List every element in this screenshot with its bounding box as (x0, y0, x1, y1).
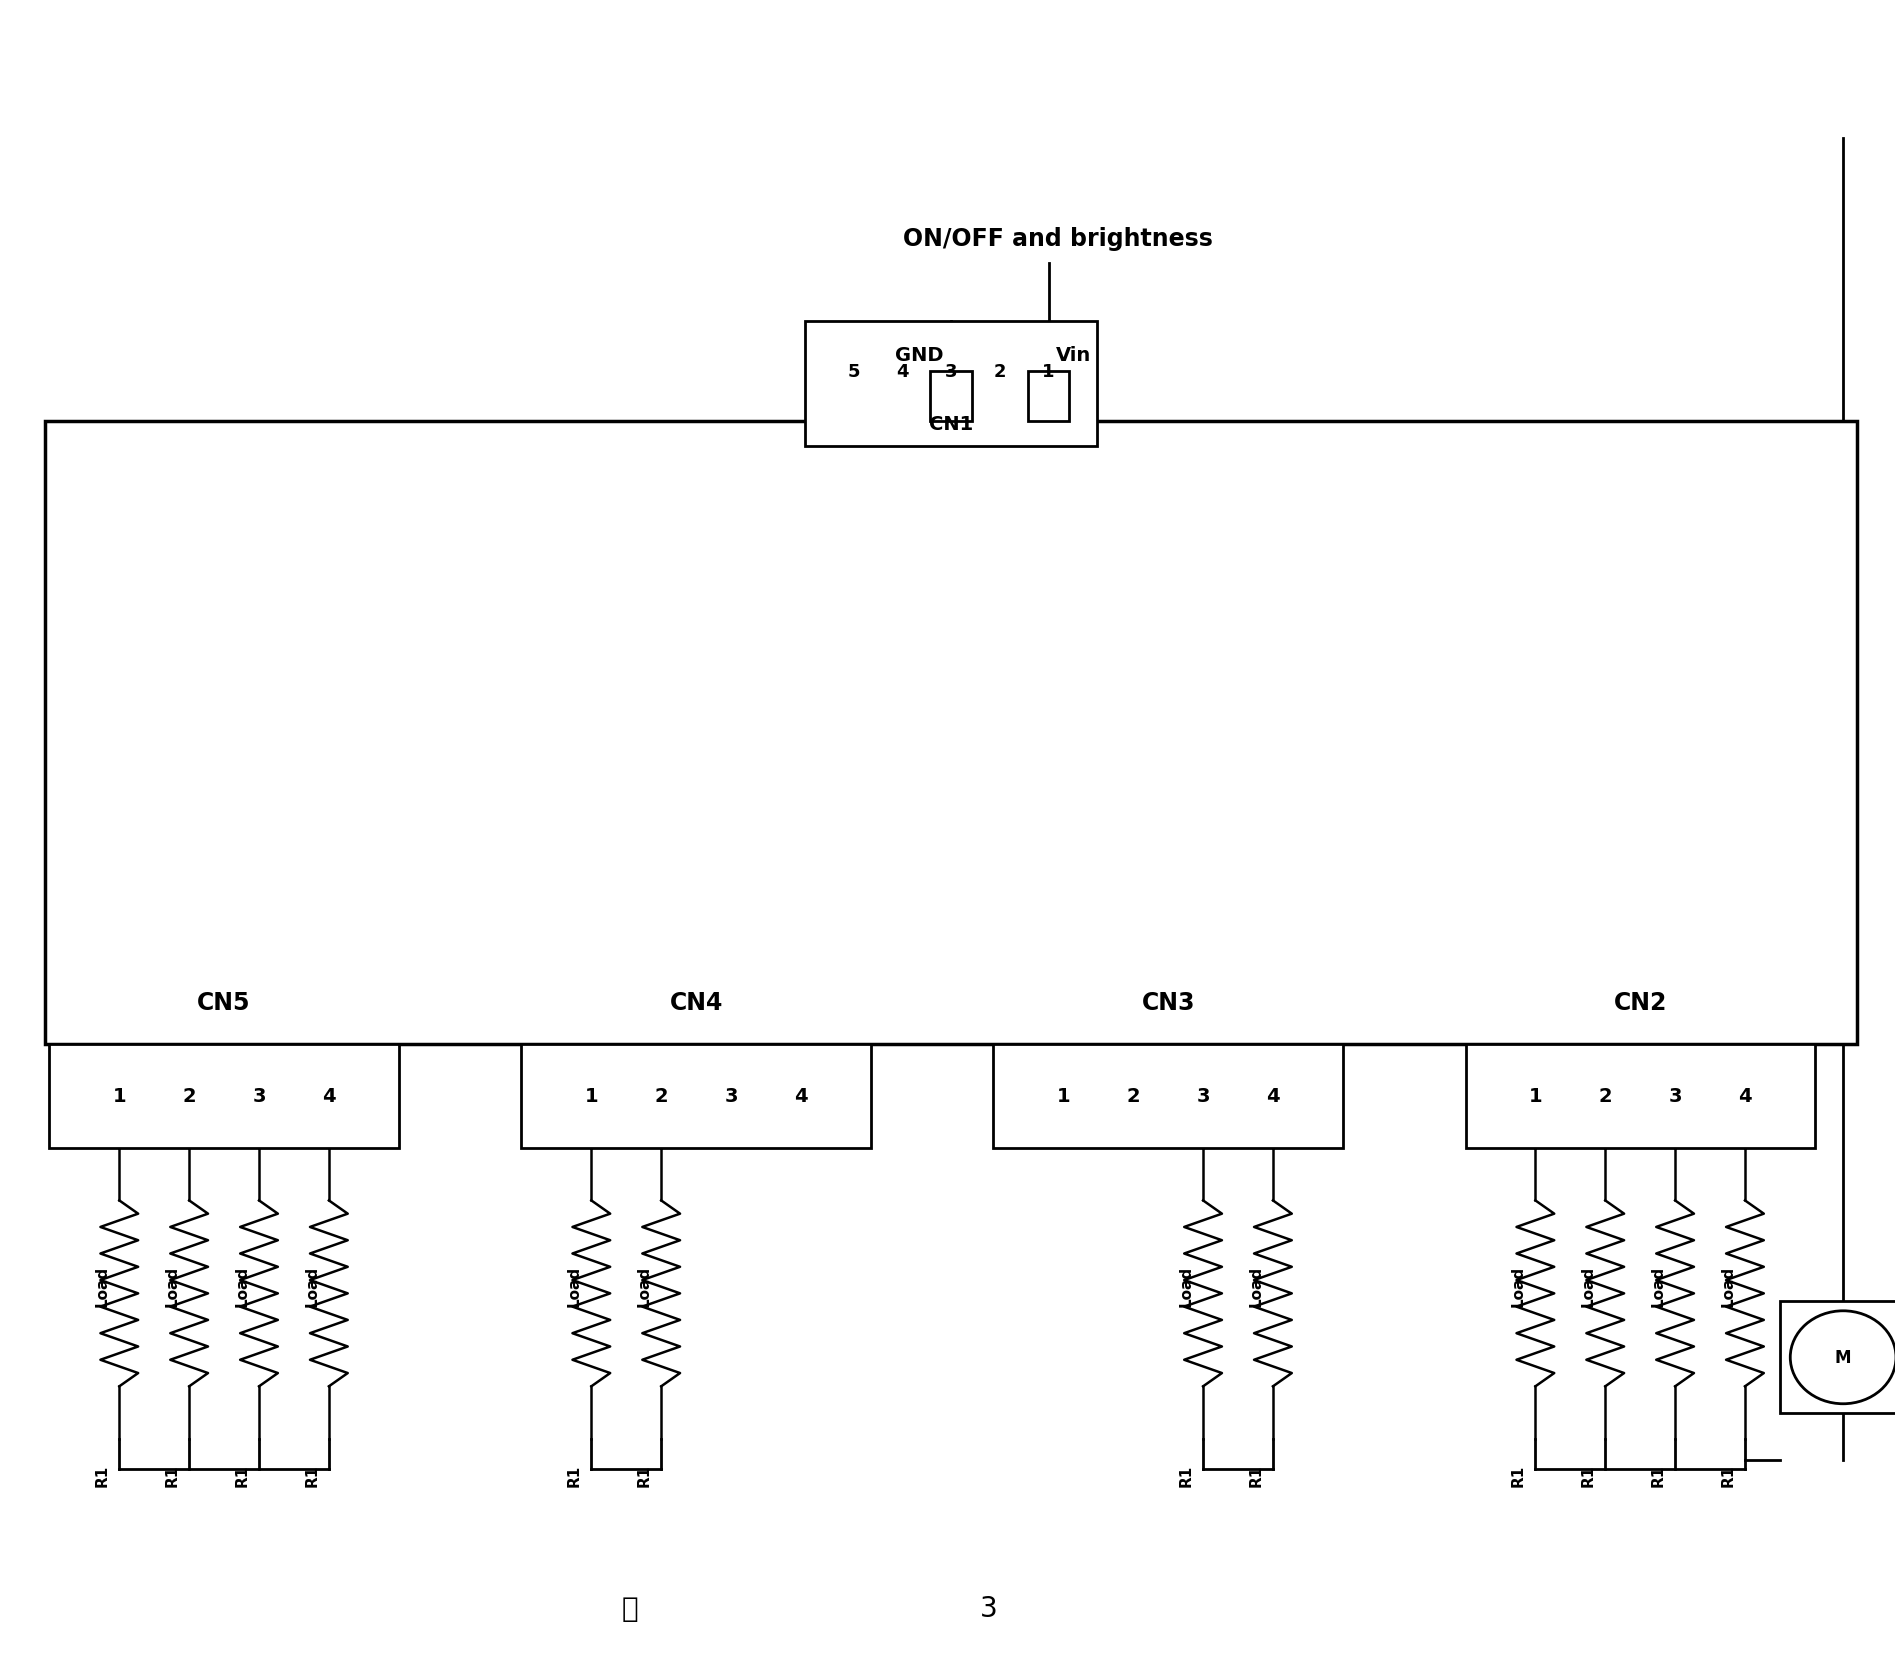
Bar (46, 422, 1856, 1044)
Text: ON/OFF and brightness: ON/OFF and brightness (903, 228, 1213, 251)
Text: Load: Load (1510, 1265, 1525, 1307)
Bar (993, 1044, 1343, 1148)
Text: CN5: CN5 (198, 990, 251, 1014)
Text: Load: Load (95, 1265, 110, 1307)
Text: R1: R1 (1721, 1464, 1735, 1486)
Text: 3: 3 (725, 1087, 738, 1106)
Text: 1: 1 (1529, 1087, 1543, 1106)
Bar (805, 323, 1097, 447)
Text: R1: R1 (637, 1464, 652, 1486)
Text: Load: Load (637, 1265, 652, 1307)
Text: 4: 4 (896, 363, 909, 381)
Text: 5: 5 (846, 363, 860, 381)
Text: R1: R1 (304, 1464, 320, 1486)
Text: Load: Load (304, 1265, 320, 1307)
Text: 2: 2 (993, 363, 1006, 381)
Text: 3: 3 (1668, 1087, 1681, 1106)
Text: Load: Load (1721, 1265, 1735, 1307)
Text: Load: Load (234, 1265, 249, 1307)
Text: 3: 3 (1196, 1087, 1210, 1106)
Text: CN1: CN1 (928, 415, 974, 433)
Text: 1: 1 (1056, 1087, 1071, 1106)
Text: R1: R1 (1651, 1464, 1666, 1486)
Text: Load: Load (1581, 1265, 1596, 1307)
Bar (521, 1044, 871, 1148)
Text: 1: 1 (112, 1087, 126, 1106)
Text: 3: 3 (253, 1087, 266, 1106)
Text: 1: 1 (584, 1087, 597, 1106)
Text: CN4: CN4 (670, 990, 723, 1014)
Text: 2: 2 (1598, 1087, 1613, 1106)
Text: CN3: CN3 (1141, 990, 1194, 1014)
Text: 4: 4 (1267, 1087, 1280, 1106)
Bar (1780, 1302, 1902, 1414)
Text: Load: Load (165, 1265, 179, 1307)
Bar (930, 371, 972, 422)
Text: Load: Load (1179, 1265, 1194, 1307)
Text: R1: R1 (234, 1464, 249, 1486)
Text: R1: R1 (165, 1464, 179, 1486)
Bar (1027, 371, 1069, 422)
Text: R1: R1 (95, 1464, 110, 1486)
Text: 4: 4 (1738, 1087, 1752, 1106)
Text: Load: Load (1248, 1265, 1263, 1307)
Text: 图: 图 (622, 1594, 639, 1623)
Bar (49, 1044, 399, 1148)
Text: R1: R1 (1581, 1464, 1596, 1486)
Text: 1: 1 (1042, 363, 1056, 381)
Text: 2: 2 (183, 1087, 196, 1106)
Text: 2: 2 (1126, 1087, 1139, 1106)
Text: R1: R1 (1510, 1464, 1525, 1486)
Text: R1: R1 (567, 1464, 582, 1486)
Text: 3: 3 (945, 363, 957, 381)
Text: 3: 3 (980, 1594, 999, 1623)
Text: 4: 4 (793, 1087, 808, 1106)
Text: CN2: CN2 (1613, 990, 1666, 1014)
Text: 2: 2 (654, 1087, 668, 1106)
Text: Load: Load (567, 1265, 582, 1307)
Text: Vin: Vin (1056, 346, 1092, 365)
Text: R1: R1 (1248, 1464, 1263, 1486)
Text: GND: GND (896, 346, 943, 365)
Text: Load: Load (1651, 1265, 1666, 1307)
Text: M: M (1835, 1348, 1851, 1367)
Bar (1466, 1044, 1815, 1148)
Text: R1: R1 (1179, 1464, 1194, 1486)
Text: 4: 4 (321, 1087, 335, 1106)
